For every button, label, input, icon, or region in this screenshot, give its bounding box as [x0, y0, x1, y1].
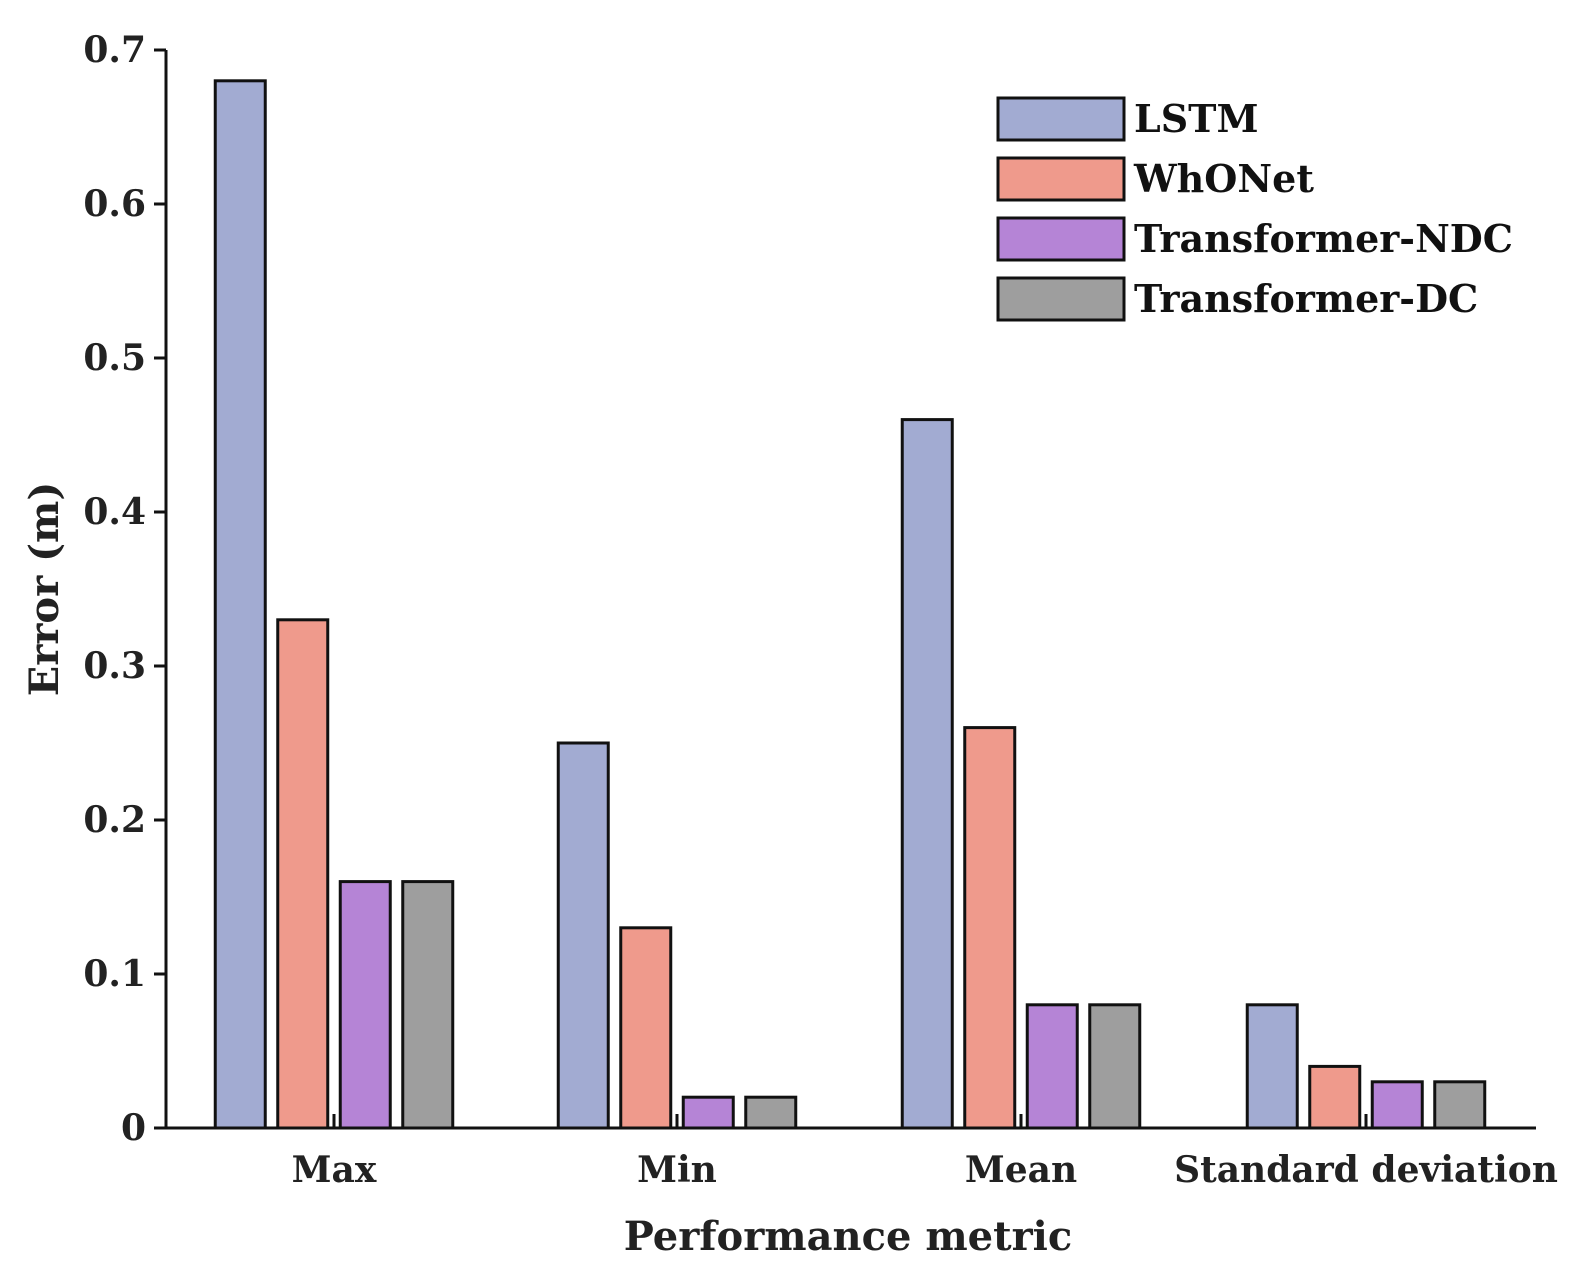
x-tick-label: Standard deviation — [1174, 1149, 1558, 1191]
bar-lstm-mean — [900, 418, 954, 1130]
y-tick-label: 0.6 — [83, 183, 146, 225]
y-tick-label: 0.1 — [83, 953, 146, 995]
bar-transformer-ndc-standard-deviation — [1370, 1080, 1424, 1130]
x-tick-label: Min — [637, 1149, 717, 1191]
axes-group — [164, 50, 1536, 1130]
bar-lstm-standard-deviation — [1245, 1003, 1299, 1130]
y-tick-label: 0 — [121, 1107, 146, 1149]
x-tick-label: Mean — [965, 1149, 1077, 1191]
bar-transformer-dc-standard-deviation — [1433, 1080, 1487, 1130]
y-tick-label: 0.3 — [83, 645, 146, 687]
y-tick-label: 0.5 — [83, 337, 146, 379]
legend-label: LSTM — [1134, 96, 1259, 141]
y-ticks-group: 0 0.1 0.2 0.3 0.4 0.5 0.6 0.7 — [83, 29, 166, 1149]
bar-whonet-mean — [963, 726, 1017, 1130]
legend-label: WhONet — [1133, 156, 1314, 201]
bar-transformer-ndc-min — [681, 1095, 735, 1130]
bar-transformer-ndc-mean — [1025, 1003, 1079, 1130]
bar-transformer-dc-mean — [1088, 1003, 1142, 1130]
bar-whonet-max — [276, 618, 330, 1130]
x-ticks-group: Max Min Mean Standard deviation — [292, 1114, 1558, 1191]
legend-label: Transformer-DC — [1134, 276, 1478, 321]
x-tick-label: Max — [292, 1149, 377, 1191]
y-tick-label: 0.7 — [83, 29, 146, 71]
bar-whonet-min — [619, 926, 673, 1130]
bar-transformer-ndc-max — [338, 880, 392, 1130]
bar-lstm-max — [213, 79, 267, 1130]
y-axis-title: Error (m) — [21, 482, 68, 697]
bar-whonet-standard-deviation — [1308, 1064, 1362, 1130]
legend-swatch — [996, 276, 1126, 322]
x-axis-title: Performance metric — [624, 1213, 1072, 1260]
legend-swatch — [996, 216, 1126, 262]
legend-swatch — [996, 156, 1126, 202]
y-tick-label: 0.2 — [83, 799, 146, 841]
y-tick-label: 0.4 — [83, 491, 146, 533]
legend: LSTM WhONet Transformer-NDC Transformer-DC — [996, 96, 1513, 322]
legend-label: Transformer-NDC — [1134, 216, 1513, 261]
bar-transformer-dc-max — [401, 880, 455, 1130]
bar-transformer-dc-min — [744, 1095, 798, 1130]
bar-lstm-min — [556, 741, 610, 1130]
legend-swatch — [996, 96, 1126, 142]
